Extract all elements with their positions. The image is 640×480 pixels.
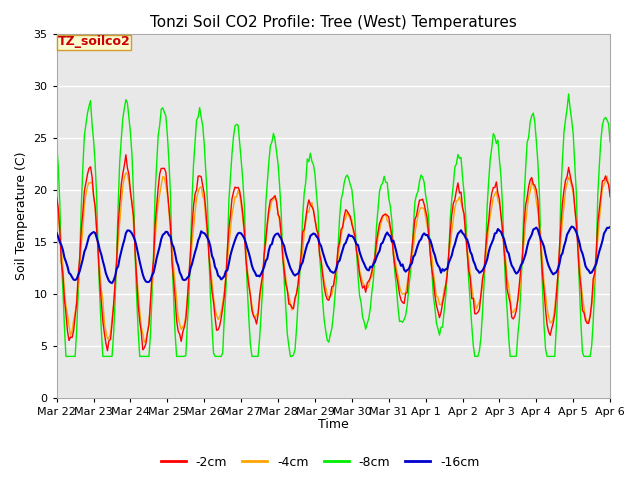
- Title: Tonzi Soil CO2 Profile: Tree (West) Temperatures: Tonzi Soil CO2 Profile: Tree (West) Temp…: [150, 15, 517, 30]
- Y-axis label: Soil Temperature (C): Soil Temperature (C): [15, 152, 28, 280]
- X-axis label: Time: Time: [318, 419, 349, 432]
- Legend: -2cm, -4cm, -8cm, -16cm: -2cm, -4cm, -8cm, -16cm: [156, 451, 484, 474]
- Legend: : [58, 35, 131, 50]
